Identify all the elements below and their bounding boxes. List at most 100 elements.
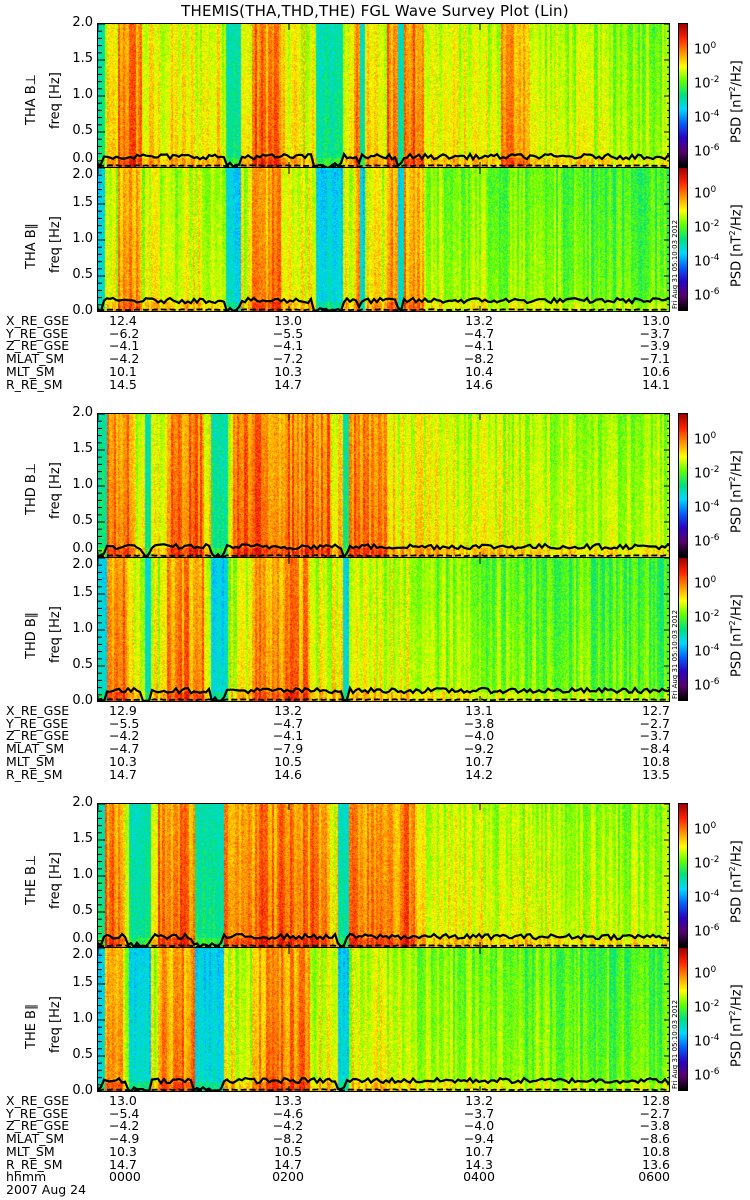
colorbar-tick-label: 10-2 [694, 853, 720, 871]
colorbar-tick-label: 10-2 [694, 463, 720, 481]
ephemeris-value: −4.2 [109, 351, 140, 367]
y-tick-label: 0.5 [72, 1047, 93, 1062]
tick-base: 10 [694, 644, 711, 660]
colorbar-tick-label: 100 [694, 39, 716, 57]
y-tick-label: 2.0 [72, 15, 93, 30]
spectrogram-the-perp [97, 803, 670, 948]
colorbar-tick-label: 10-2 [694, 217, 720, 235]
colorbar-label: PSD [nT2/Hz] [728, 984, 744, 1067]
tick-exponent: -4 [710, 889, 720, 900]
colorbar-label-main: PSD [nT [729, 481, 745, 534]
tick-base: 10 [694, 144, 711, 160]
ephemeris-value: 13.3 [274, 1093, 302, 1108]
ephemeris-value: 14.7 [274, 376, 302, 392]
ephemeris-value: 13.2 [465, 313, 493, 328]
colorbar-label-tail: /Hz] [729, 60, 745, 87]
ephemeris-label: Z_RE_GSE [6, 1118, 70, 1134]
colorbar-tick-label: 100 [694, 963, 716, 981]
y-tick-label: 0.5 [72, 267, 93, 282]
colorbar-label: PSD [nT2/Hz] [728, 204, 744, 287]
ephemeris-value: −7.1 [639, 351, 670, 367]
ephemeris-value: 14.7 [109, 1156, 137, 1172]
ephemeris-label: R_RE_SM [6, 376, 63, 392]
tick-base: 10 [694, 432, 711, 448]
ephemeris-label: Y_RE_GSE [6, 325, 69, 341]
tick-base: 10 [694, 466, 711, 482]
y-tick-label: 1.0 [72, 867, 93, 882]
tick-base: 10 [694, 610, 711, 626]
tick-exponent: -4 [710, 253, 720, 264]
spectrogram-tha-perp [97, 23, 670, 168]
tick-exponent: -2 [710, 75, 720, 86]
panel-label: THE B∥ [24, 1003, 39, 1049]
ephemeris-value: 14.3 [465, 1156, 493, 1172]
ephemeris-value: 14.1 [642, 376, 670, 392]
ephemeris-value: 10.7 [465, 1143, 493, 1159]
ephemeris-label: MLAT_SM [6, 351, 65, 367]
date-label: 2007 Aug 24 [6, 1181, 87, 1197]
y-tick-label: 2.0 [72, 167, 93, 182]
frequency-trace-overlay [98, 168, 669, 311]
tick-base: 10 [694, 186, 711, 202]
y-tick-label: 0.0 [72, 931, 93, 946]
tick-exponent: -4 [710, 109, 720, 120]
tick-base: 10 [694, 534, 711, 550]
y-tick-label: 1.0 [72, 87, 93, 102]
ephemeris-value: −5.4 [109, 1105, 140, 1121]
y-tick-label: 1.5 [72, 975, 93, 990]
tick-exponent: -4 [710, 643, 720, 654]
ephemeris-value: −4.0 [463, 728, 495, 744]
colorbar-tick-label: 100 [694, 183, 716, 201]
ephemeris-value: −2.7 [639, 715, 670, 731]
ephemeris-value: 14.5 [109, 376, 137, 392]
generation-timestamp: Fri Aug 31 05:10:03 2012 [671, 999, 679, 1089]
ephemeris-value: −4.1 [463, 338, 495, 354]
frequency-trace-overlay [98, 948, 669, 1091]
y-tick-label: 1.5 [72, 831, 93, 846]
spectrogram-image [98, 558, 669, 701]
tick-base: 10 [694, 1000, 711, 1016]
tick-base: 10 [694, 220, 711, 236]
y-tick-label: 1.5 [72, 585, 93, 600]
ephemeris-value: 10.1 [109, 363, 137, 379]
y-tick-label: 2.0 [72, 405, 93, 420]
spectrogram-the-par [97, 947, 670, 1092]
ephemeris-value: −4.1 [272, 338, 304, 354]
ephemeris-value: −4.6 [272, 1105, 304, 1121]
ephemeris-value: 10.5 [274, 753, 302, 769]
ephemeris-value: −9.4 [463, 1131, 495, 1147]
colorbar-label-tail: /Hz] [729, 594, 745, 621]
ephemeris-value: −3.8 [639, 1118, 670, 1134]
tick-exponent: -2 [710, 465, 720, 476]
colorbar-label-tail: /Hz] [729, 204, 745, 231]
ephemeris-value: 14.7 [109, 766, 137, 782]
ephemeris-value: −2.7 [639, 1105, 670, 1121]
ephemeris-value: −8.2 [272, 1131, 304, 1147]
y-tick-label: 0.0 [72, 303, 93, 318]
ephemeris-value: 13.2 [465, 1093, 493, 1108]
ephemeris-value: 10.8 [642, 1143, 670, 1159]
colorbar-label: PSD [nT2/Hz] [728, 840, 744, 923]
colorbar-label-sup: 2 [728, 86, 737, 92]
y-axis-label: freq [Hz] [48, 462, 63, 519]
ephemeris-value: 10.5 [274, 1143, 302, 1159]
ephemeris-value: 13.0 [274, 313, 302, 328]
colorbar-label: PSD [nT2/Hz] [728, 594, 744, 677]
lower-trace [98, 164, 669, 167]
ephemeris-value: 10.6 [642, 363, 670, 379]
tick-base: 10 [694, 924, 711, 940]
colorbar-label-main: PSD [nT [729, 91, 745, 144]
y-axis-label: freq [Hz] [48, 72, 63, 129]
tick-base: 10 [694, 1034, 711, 1050]
ephemeris-label: Y_RE_GSE [6, 715, 69, 731]
y-tick-label: 0.5 [72, 513, 93, 528]
colorbar-tick-label: 10-4 [694, 1031, 720, 1049]
gyro-frequency-trace [98, 1076, 669, 1091]
colorbar-tick-label: 10-4 [694, 887, 720, 905]
tick-exponent: -4 [710, 1033, 720, 1044]
tick-exponent: -2 [710, 999, 720, 1010]
time-tick-label: 0400 [463, 1169, 495, 1185]
ephemeris-value: 13.6 [642, 1156, 670, 1172]
ephemeris-value: 10.3 [274, 363, 302, 379]
ephemeris-value: 10.7 [465, 753, 493, 769]
